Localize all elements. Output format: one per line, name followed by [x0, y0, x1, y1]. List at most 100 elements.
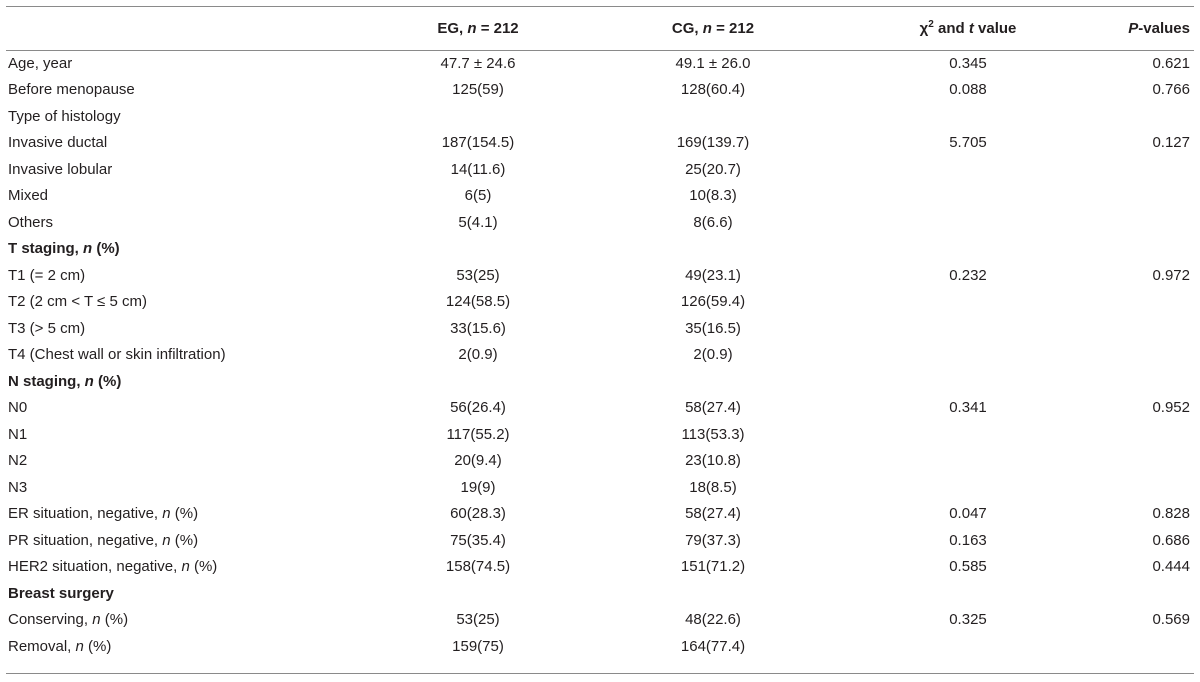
p-value — [1068, 209, 1194, 236]
cg-value: 2(0.9) — [693, 346, 733, 364]
row-label-text: T1 (= 2 cm) — [8, 266, 86, 284]
bottom-rule — [6, 673, 1194, 674]
row-label: N0 — [8, 395, 308, 422]
row-label: Type of histology — [8, 103, 308, 130]
row-label: Conserving, n (%) — [8, 607, 308, 634]
row-label: Removal, n (%) — [8, 633, 308, 660]
table-row: N2 20(9.4) 23(10.8) — [8, 448, 1194, 475]
row-label-text: HER2 situation, negative, — [8, 558, 182, 576]
row-label: T2 (2 cm < T ≤ 5 cm) — [8, 289, 308, 316]
statistic-value — [828, 236, 1068, 263]
cg-value — [588, 236, 828, 263]
table-row: T3 (> 5 cm) 33(15.6) 35(16.5) — [8, 315, 1194, 342]
statistic-value — [828, 315, 1068, 342]
table-row: T staging, n (%) — [8, 236, 1194, 263]
header-cg-suffix: = 212 — [711, 20, 755, 37]
p-value: 0.766 — [1152, 81, 1190, 99]
statistic-value: 0.088 — [949, 81, 987, 99]
table-row: Type of histology — [8, 103, 1194, 130]
eg-value: 117(55.2) — [446, 425, 510, 443]
table-row: PR situation, negative, n (%) 75(35.4) 79(… — [8, 527, 1194, 554]
row-label-suffix: (%) — [189, 558, 218, 576]
header-p-values: P-values — [1068, 7, 1194, 50]
row-label: Age, year — [8, 50, 308, 77]
cg-value: 79(37.3) — [685, 531, 741, 549]
table-row: N staging, n (%) — [8, 368, 1194, 395]
row-label-text: T4 (Chest wall or skin infiltration) — [8, 346, 226, 364]
top-rule — [6, 6, 1194, 7]
cg-value: 49.1 ± 26.0 — [675, 54, 751, 72]
header-eg-prefix: EG, — [437, 20, 468, 37]
row-label-text: Removal, — [8, 637, 76, 655]
row-label: N2 — [8, 448, 308, 475]
row-label-text: Invasive ductal — [8, 134, 108, 152]
eg-value: 60(28.3) — [450, 505, 506, 523]
row-label-text: N0 — [8, 399, 28, 417]
row-label-text: N2 — [8, 452, 28, 470]
header-row: EG, n = 212 CG, n = 212 χ2 and t value P… — [8, 7, 1194, 50]
table-row: Before menopause 125(59) 128(60.4) 0.088 0.7… — [8, 77, 1194, 104]
row-label-text: Others — [8, 213, 54, 231]
cg-value: 23(10.8) — [685, 452, 741, 470]
row-label: ER situation, negative, n (%) — [8, 501, 308, 528]
statistic-value: 0.341 — [949, 399, 987, 417]
table-row: ER situation, negative, n (%) 60(28.3) 58(… — [8, 501, 1194, 528]
header-chi-sup: 2 — [928, 19, 934, 30]
row-label-italic: n — [162, 505, 171, 523]
table-row: N0 56(26.4) 58(27.4) 0.341 0.952 — [8, 395, 1194, 422]
cg-value: 113(53.3) — [681, 425, 745, 443]
section-label: T staging, n (%) — [8, 236, 308, 263]
p-value — [1068, 289, 1194, 316]
table-row: Mixed 6(5) 10(8.3) — [8, 183, 1194, 210]
eg-value: 125(59) — [452, 81, 504, 99]
header-cg-n: n — [702, 20, 712, 37]
eg-value — [308, 368, 588, 395]
row-label-suffix: (%) — [170, 531, 199, 549]
statistic-value — [828, 156, 1068, 183]
row-label-text: Conserving, — [8, 611, 93, 629]
eg-value: 158(74.5) — [445, 558, 511, 576]
table-row: Conserving, n (%) 53(25) 48(22.6) 0.325 0.56… — [8, 607, 1194, 634]
table-row: Removal, n (%) 159(75) 164(77.4) — [8, 633, 1194, 660]
table-row: Invasive lobular 14(11.6) 25(20.7) — [8, 156, 1194, 183]
header-chi-symbol: χ — [919, 20, 929, 37]
p-value — [1068, 368, 1194, 395]
p-value: 0.972 — [1152, 266, 1190, 284]
table-row: HER2 situation, negative, n (%) 158(74.5)… — [8, 554, 1194, 581]
eg-value: 53(25) — [456, 611, 500, 629]
table-row: T1 (= 2 cm) 53(25) 49(23.1) 0.232 0.972 — [8, 262, 1194, 289]
row-label: Before menopause — [8, 77, 308, 104]
row-label-suffix: (%) — [92, 240, 120, 258]
row-label: T3 (> 5 cm) — [8, 315, 308, 342]
row-label-text: Type of histology — [8, 107, 121, 125]
cg-value: 10(8.3) — [689, 187, 737, 205]
header-cg: CG, n = 212 — [588, 7, 828, 50]
cg-value — [588, 580, 828, 607]
statistic-value — [828, 580, 1068, 607]
cg-value: 25(20.7) — [685, 160, 741, 178]
p-value — [1068, 342, 1194, 369]
table-row: Breast surgery — [8, 580, 1194, 607]
row-label-suffix: (%) — [170, 505, 199, 523]
header-p-suffix: -values — [1138, 20, 1190, 37]
section-label: N staging, n (%) — [8, 368, 308, 395]
statistic-value — [828, 289, 1068, 316]
eg-value: 20(9.4) — [454, 452, 502, 470]
section-label: Breast surgery — [8, 580, 308, 607]
cg-value: 164(77.4) — [680, 637, 746, 655]
row-label-text: PR situation, negative, — [8, 531, 163, 549]
p-value — [1068, 474, 1194, 501]
statistic-value — [828, 183, 1068, 210]
statistic-value — [828, 633, 1068, 660]
table-row: N1 117(55.2) 113(53.3) — [8, 421, 1194, 448]
eg-value: 5(4.1) — [458, 213, 498, 231]
table-row: Age, year 47.7 ± 24.6 49.1 ± 26.0 0.345 0.62… — [8, 50, 1194, 77]
row-label-text: Invasive lobular — [8, 160, 113, 178]
cg-value: 126(59.4) — [680, 293, 746, 311]
table-body: Age, year 47.7 ± 24.6 49.1 ± 26.0 0.345 0.62… — [8, 50, 1194, 660]
p-value: 0.621 — [1152, 54, 1190, 72]
eg-value — [308, 236, 588, 263]
eg-value: 6(5) — [464, 187, 492, 205]
p-value — [1068, 183, 1194, 210]
